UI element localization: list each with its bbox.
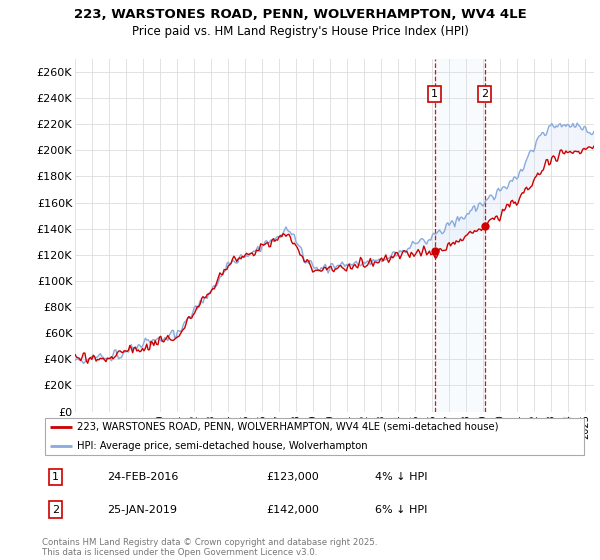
Text: 2: 2	[52, 505, 59, 515]
Text: Price paid vs. HM Land Registry's House Price Index (HPI): Price paid vs. HM Land Registry's House …	[131, 25, 469, 38]
Text: 223, WARSTONES ROAD, PENN, WOLVERHAMPTON, WV4 4LE (semi-detached house): 223, WARSTONES ROAD, PENN, WOLVERHAMPTON…	[77, 422, 499, 432]
Text: 4% ↓ HPI: 4% ↓ HPI	[375, 472, 428, 482]
Text: 6% ↓ HPI: 6% ↓ HPI	[375, 505, 427, 515]
Text: Contains HM Land Registry data © Crown copyright and database right 2025.
This d: Contains HM Land Registry data © Crown c…	[42, 538, 377, 557]
Text: 24-FEB-2016: 24-FEB-2016	[107, 472, 179, 482]
Text: 223, WARSTONES ROAD, PENN, WOLVERHAMPTON, WV4 4LE: 223, WARSTONES ROAD, PENN, WOLVERHAMPTON…	[74, 8, 526, 21]
Text: £123,000: £123,000	[266, 472, 319, 482]
Text: £142,000: £142,000	[266, 505, 319, 515]
FancyBboxPatch shape	[45, 418, 584, 455]
Text: 25-JAN-2019: 25-JAN-2019	[107, 505, 178, 515]
Bar	[435, 59, 485, 412]
Text: 1: 1	[431, 89, 438, 99]
Text: HPI: Average price, semi-detached house, Wolverhampton: HPI: Average price, semi-detached house,…	[77, 441, 368, 450]
Text: 2: 2	[481, 89, 488, 99]
Text: 1: 1	[52, 472, 59, 482]
